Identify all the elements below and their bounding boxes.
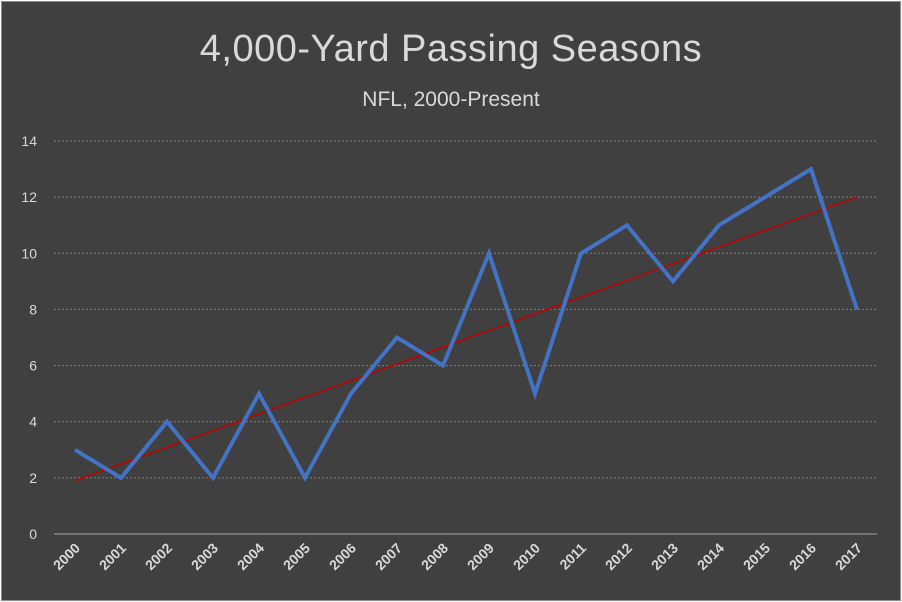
data-point <box>764 196 766 198</box>
y-tick-label: 8 <box>29 301 37 317</box>
x-tick-label: 2003 <box>188 540 221 573</box>
x-tick-label: 2015 <box>740 540 773 573</box>
data-point <box>120 477 122 479</box>
data-point <box>626 224 628 226</box>
data-point <box>718 224 720 226</box>
y-tick-label: 0 <box>29 526 37 542</box>
x-tick-label: 2013 <box>648 540 681 573</box>
data-point <box>258 393 260 395</box>
data-point <box>580 252 582 254</box>
chart-title: 4,000-Yard Passing Seasons <box>199 28 703 70</box>
x-tick-label: 2002 <box>142 540 175 573</box>
y-tick-label: 2 <box>29 470 37 486</box>
data-point <box>810 168 812 170</box>
x-tick-label: 2005 <box>280 540 313 573</box>
series-line <box>73 166 859 483</box>
data-point <box>856 308 858 310</box>
x-tick-label: 2006 <box>326 540 359 573</box>
x-tick-label: 2016 <box>786 540 819 573</box>
x-tick-label: 2004 <box>234 540 267 573</box>
x-tick-label: 2014 <box>694 540 727 573</box>
y-tick-label: 14 <box>21 133 37 149</box>
x-tick-label: 2017 <box>832 540 865 573</box>
x-tick-label: 2009 <box>464 540 497 573</box>
data-point <box>304 477 306 479</box>
data-point <box>166 421 168 423</box>
x-tick-label: 2001 <box>96 540 129 573</box>
x-tick-label: 2000 <box>50 540 83 573</box>
y-tick-label: 12 <box>21 189 37 205</box>
data-point <box>672 280 674 282</box>
y-tick-label: 4 <box>29 414 37 430</box>
data-point <box>396 337 398 338</box>
data-point <box>74 449 76 451</box>
x-tick-label: 2011 <box>556 540 589 573</box>
x-tick-label: 2007 <box>372 540 405 573</box>
x-tick-label: 2008 <box>418 540 451 573</box>
y-tick-label: 10 <box>21 245 37 261</box>
chart-subtitle: NFL, 2000-Present <box>362 88 540 111</box>
data-point <box>488 252 490 254</box>
y-tick-label: 6 <box>29 358 37 374</box>
data-point <box>212 477 214 479</box>
data-point <box>534 393 536 395</box>
data-point <box>350 393 352 395</box>
trendline <box>74 196 858 482</box>
data-point <box>442 365 444 367</box>
x-tick-label: 2010 <box>510 540 543 573</box>
x-tick-label: 2012 <box>602 540 635 573</box>
